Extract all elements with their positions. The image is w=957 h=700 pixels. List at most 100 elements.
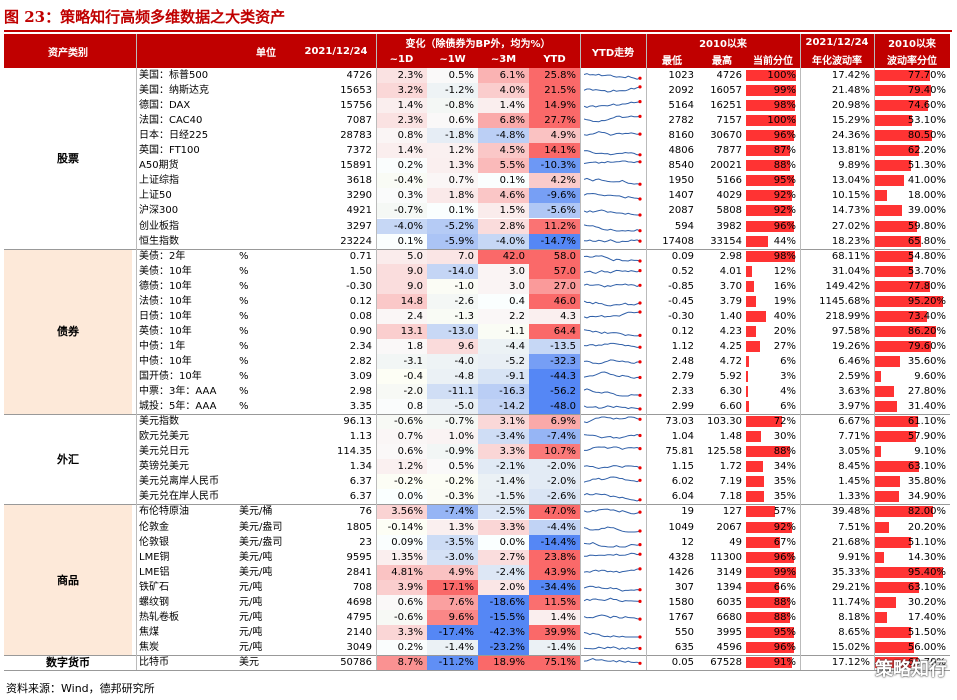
sparkline-line — [584, 150, 640, 156]
cell-m3: 0.1% — [478, 173, 529, 189]
cell-ytd: 21.5% — [529, 83, 580, 99]
cell-low: 8540 — [668, 160, 694, 172]
cell-name: 英债：10年 — [139, 325, 192, 337]
cell-name: LME铝 — [139, 566, 170, 578]
cell-w1: 0.5% — [427, 459, 478, 475]
cell-m3: -4.0% — [478, 233, 529, 249]
cell-d1: -0.7% — [376, 203, 427, 219]
cell-ytd: 11.2% — [529, 218, 580, 234]
percentile-bar — [746, 220, 794, 232]
cell-w1: 1.2% — [427, 143, 478, 159]
cell-val: 114.35 — [337, 446, 372, 458]
percentile-value: 92% — [773, 205, 796, 217]
cell-vol: 11.74% — [831, 596, 870, 608]
cell-w1: 0.5% — [427, 68, 478, 83]
cell-low: 2087 — [668, 205, 694, 217]
cell-low: -0.30 — [668, 310, 694, 322]
cell-vol: 13.81% — [831, 145, 870, 157]
cell-low: 307 — [674, 581, 694, 593]
sparkline-line — [584, 311, 641, 319]
cell-unit: % — [239, 371, 249, 382]
sparkline-line — [584, 446, 641, 452]
cell-low: 1.12 — [671, 340, 694, 352]
header-change: 变化（除债券为BP外，均为%） — [405, 39, 551, 50]
cell-m3: 42.0 — [478, 248, 529, 264]
sparkline-end-point — [638, 661, 642, 665]
cell-low: 19 — [681, 506, 694, 518]
cell-d1: 1.4% — [376, 143, 427, 159]
cell-name: 伦敦金 — [139, 521, 169, 533]
percentile-bar — [746, 506, 775, 518]
vol-percentile-bar — [874, 461, 920, 473]
cell-ytd: 4.9% — [529, 128, 580, 144]
table-header: 资产类别 单位 2021/12/24 变化（除债券为BP外，均为%） ~1D ~… — [4, 34, 950, 68]
cell-vol: 1.33% — [838, 491, 870, 503]
vol-percentile-bar — [874, 506, 934, 518]
cell-w1: -0.2% — [427, 474, 478, 490]
ytd-sparkline — [584, 541, 642, 548]
sparkline-line — [584, 552, 641, 557]
cell-high: 2.98 — [719, 250, 742, 262]
cell-d1: -0.2% — [376, 474, 427, 490]
cell-val: 0.71 — [349, 250, 372, 262]
cell-val: 1.50 — [349, 265, 372, 277]
cell-low: 2.48 — [671, 355, 694, 367]
cell-unit: % — [239, 325, 249, 337]
percentile-value: 27% — [773, 340, 796, 352]
cell-high: 20021 — [710, 160, 742, 172]
cell-w1: -4.8 — [427, 369, 478, 384]
cell-high: 16057 — [710, 85, 742, 97]
cell-unit — [236, 474, 296, 489]
cell-low: 1950 — [668, 175, 694, 187]
sparkline-line — [584, 86, 641, 93]
cell-name: 焦炭 — [139, 641, 159, 653]
vol-percentile-value: 62.20% — [907, 145, 946, 157]
cell-unit — [236, 414, 296, 429]
cell-high: 4596 — [716, 641, 742, 653]
cell-ytd: 10.7% — [529, 444, 580, 460]
vol-percentile-value: 34.90% — [907, 491, 946, 503]
ytd-sparkline — [584, 446, 642, 452]
cell-name: 上证50 — [139, 190, 172, 202]
cell-high: 5.92 — [719, 371, 742, 382]
percentile-value: 100% — [767, 115, 796, 127]
cell-low: 1.04 — [671, 431, 694, 443]
cell-low: 1407 — [668, 190, 694, 202]
sparkline-end-point — [638, 375, 642, 380]
cell-ytd: 47.0% — [529, 504, 580, 520]
sparkline-line — [584, 585, 641, 592]
cell-m3: -5.2 — [478, 353, 529, 369]
cell-unit: 美元/桶 — [239, 506, 273, 518]
cell-low: 8160 — [668, 130, 694, 142]
cell-vol: 3.97% — [838, 401, 870, 413]
cell-ytd: 4.2% — [529, 173, 580, 189]
ytd-sparkline — [584, 254, 642, 263]
cell-m3: 1.5% — [478, 203, 529, 219]
ytd-sparkline — [584, 342, 642, 349]
cell-high: 4.72 — [719, 355, 742, 367]
table-row: 德国：DAX 15756 1.4% -0.8% 1.4% 14.9% 5164 16251 98… — [4, 98, 950, 114]
table-row: 伦敦金 美元/盎司 1805 -0.14% 1.3% 3.3% -4.4% 1049 2067 9… — [4, 519, 950, 535]
ytd-sparkline — [584, 509, 642, 515]
vol-percentile-value: 80.50% — [907, 130, 946, 142]
cell-ytd: 11.5% — [529, 594, 580, 610]
cell-unit — [236, 143, 296, 158]
cell-val: 2.82 — [349, 355, 372, 367]
sparkline-end-point — [638, 228, 642, 232]
cell-high: 1.40 — [719, 310, 742, 322]
cell-ytd: 64.4 — [529, 323, 580, 339]
ytd-sparkline — [584, 657, 642, 665]
percentile-value: 57% — [773, 506, 796, 518]
percentile-bar — [746, 491, 764, 503]
cell-high: 6.60 — [719, 401, 742, 413]
percentile-value: 92% — [773, 521, 796, 533]
sparkline-line — [584, 193, 641, 200]
sparkline-end-point — [638, 76, 642, 80]
cell-vol: 8.65% — [838, 626, 870, 638]
sparkline-line — [584, 131, 641, 136]
percentile-bar — [746, 596, 790, 608]
cell-d1: -3.1 — [376, 353, 427, 369]
percentile-value: 6% — [780, 355, 796, 367]
figure-title: 图 23：策略知行高频多维数据之大类资产 — [4, 4, 952, 32]
vol-percentile-bar — [874, 85, 932, 97]
